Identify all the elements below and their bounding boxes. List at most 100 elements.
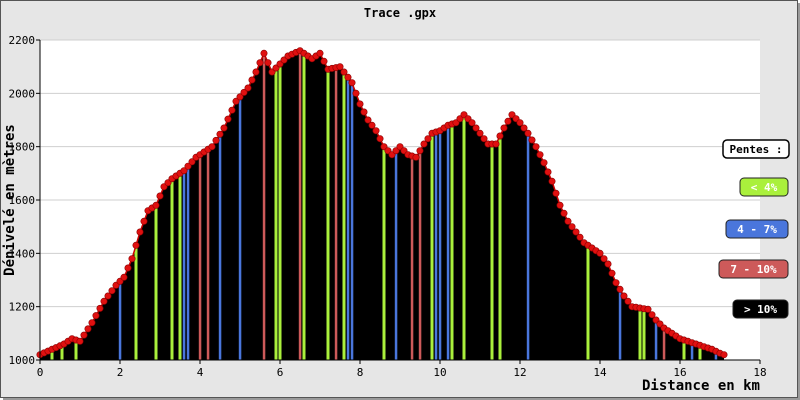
x-tick-labels: 0 2 4 6 8 10 12 14 16 18 [37,360,767,379]
profile-point [364,116,372,124]
y-tick-label: 1600 [9,194,36,207]
profile-point [536,151,544,159]
profile-point [468,119,476,127]
x-tick-label: 16 [673,366,686,379]
slope-band-lt4 [170,178,174,360]
profile-point [84,325,92,333]
profile-point [648,311,656,319]
slope-band-lt4 [642,308,646,360]
slope-band-b4_7 [238,96,242,361]
slope-band-b7_10 [298,50,302,360]
slope-band-b7_10 [198,154,202,360]
profile-point [320,57,328,65]
slope-band-lt4 [682,340,686,360]
slope-band-lt4 [462,114,466,360]
slope-band-lt4 [586,245,590,360]
slope-band-lt4 [74,340,78,360]
legend-entry: < 4% [739,177,789,197]
profile-point [564,217,572,225]
slope-band-b4_7 [446,125,450,360]
profile-point [228,106,236,114]
slope-band-b7_10 [418,150,422,360]
profile-point [108,287,116,295]
profile-point [260,49,268,57]
profile-point [356,100,364,108]
slope-band-b4_7 [182,170,186,360]
profile-point [524,129,532,137]
profile-point [560,209,568,217]
profile-fill [40,50,724,360]
profile-point [624,297,632,305]
slope-band-lt4 [450,124,454,360]
legend-entry: 4 - 7% [725,219,789,239]
profile-points [36,47,728,359]
legend: Pentes : < 4% 4 - 7% 7 - 10% > 10% [718,139,790,319]
slope-band-lt4 [274,68,278,360]
profile-point [224,115,232,123]
slope-band-lt4 [178,173,182,360]
profile-point [556,201,564,209]
profile-point [576,233,584,241]
slope-band-b4_7 [350,82,354,360]
profile-point [416,147,424,155]
slope-band-b7_10 [206,149,210,360]
slope-band-lt4 [302,53,306,361]
slope-band-b7_10 [334,67,338,360]
profile-point [376,135,384,143]
profile-point [88,319,96,327]
profile-point [532,143,540,151]
profile-point [208,143,216,151]
slope-band-lt4 [134,245,138,360]
profile-point [612,279,620,287]
legend-label: < 4% [751,181,778,194]
profile-point [616,285,624,293]
profile-point [212,136,220,144]
x-tick-label: 2 [117,366,124,379]
slope-band-lt4 [490,144,494,360]
profile-point [344,73,352,81]
x-axis-label: Distance en km [642,378,760,394]
profile-point [152,201,160,209]
profile-point [140,217,148,225]
profile-point [264,59,272,67]
slope-band-lt4 [498,136,502,360]
profile-point [340,68,348,76]
x-tick-label: 10 [433,366,446,379]
slope-band-lt4 [342,72,346,360]
x-tick-label: 14 [593,366,607,379]
slope-band-b4_7 [186,166,190,360]
legend-label: 7 - 10% [730,263,777,276]
profile-point [92,312,100,320]
legend-title: Pentes : [722,139,790,159]
profile-point [360,108,368,116]
profile-point [424,135,432,143]
profile-point [476,129,484,137]
profile-point [244,84,252,92]
slope-band-b7_10 [410,156,414,360]
profile-point [496,132,504,140]
slope-band-b4_7 [218,134,222,360]
profile-point [156,192,164,200]
profile-point [528,136,536,144]
x-tick-label: 18 [753,366,766,379]
profile-point [316,49,324,57]
profile-point [124,264,132,272]
profile-point [188,158,196,166]
slope-band-b7_10 [662,328,666,360]
profile-point [180,167,188,175]
slope-band-b4_7 [346,77,350,361]
slope-band-b4_7 [526,133,530,360]
slope-band-lt4 [430,133,434,360]
profile-point [76,337,84,345]
profile-area [40,50,724,360]
profile-point [480,135,488,143]
profile-point [372,127,380,135]
profile-point [220,124,228,132]
slope-band-b7_10 [262,53,266,361]
legend-entry: 7 - 10% [718,259,789,279]
profile-point [520,124,528,132]
profile-point [720,351,728,359]
legend-label: > 10% [744,303,777,316]
legend-swatch [718,259,789,279]
